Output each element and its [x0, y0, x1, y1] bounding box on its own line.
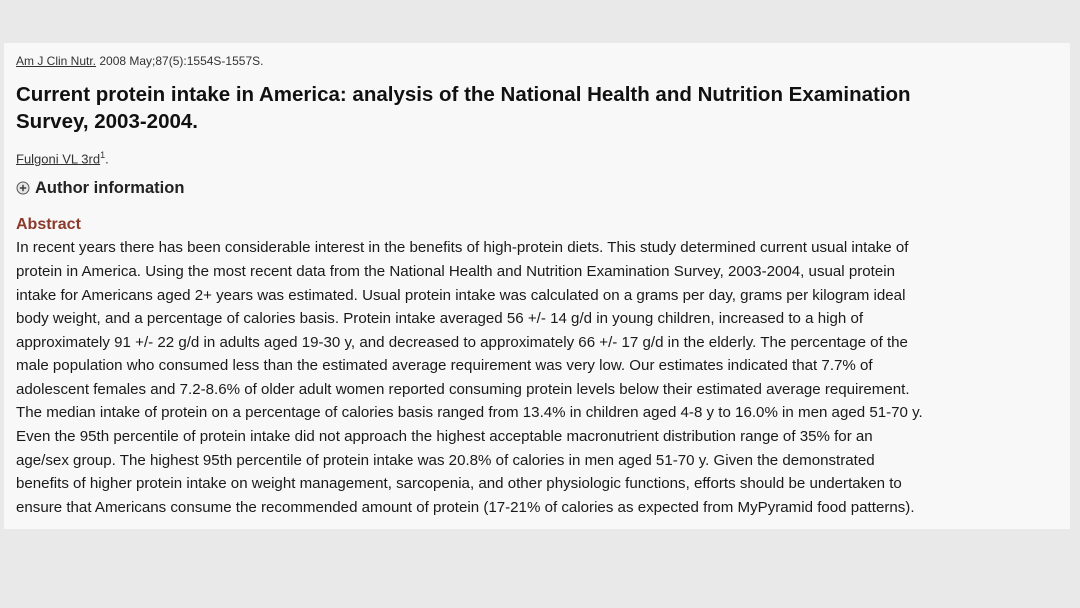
journal-link[interactable]: Am J Clin Nutr. [16, 54, 97, 68]
abstract-line: In recent years there has been considera… [16, 239, 909, 257]
abstract-heading: Abstract [16, 216, 81, 234]
abstract-line: The median intake of protein on a percen… [16, 404, 923, 422]
abstract-line: protein in America. Using the most recen… [16, 262, 895, 280]
author-information-label: Author information [35, 179, 185, 198]
author-information-toggle[interactable]: Author information [16, 178, 1058, 198]
authors: Fulgoni VL 3rd1. [16, 147, 1058, 167]
plus-circle-icon [16, 181, 30, 195]
article-title-line-2: Survey, 2003-2004. [16, 110, 198, 133]
abstract-line: age/sex group. The highest 95th percenti… [16, 451, 875, 469]
abstract-line: intake for Americans aged 2+ years was e… [16, 286, 906, 304]
abstract-line: Even the 95th percentile of protein inta… [16, 428, 873, 446]
abstract-line: approximately 91 +/- 22 g/d in adults ag… [16, 333, 908, 351]
abstract-line: body weight, and a percentage of calorie… [16, 310, 864, 328]
abstract-line: benefits of higher protein intake on wei… [16, 475, 902, 493]
abstract-line: male population who consumed less than t… [16, 357, 873, 375]
abstract-line: adolescent females and 7.2-8.6% of older… [16, 380, 910, 398]
abstract-text: In recent years there has been considera… [16, 236, 1058, 519]
article-title: Current protein intake in America: analy… [16, 81, 1058, 135]
citation-details: 2008 May;87(5):1554S-1557S. [96, 54, 264, 68]
article-panel: Am J Clin Nutr. 2008 May;87(5):1554S-155… [4, 43, 1070, 529]
abstract-line: ensure that Americans consume the recomm… [16, 498, 915, 516]
author-link[interactable]: Fulgoni VL 3rd [16, 151, 101, 167]
citation: Am J Clin Nutr. 2008 May;87(5):1554S-155… [16, 53, 1058, 69]
author-suffix: . [105, 151, 109, 167]
author-affiliation-sup: 1 [100, 150, 106, 160]
article-title-line-1: Current protein intake in America: analy… [16, 83, 911, 106]
